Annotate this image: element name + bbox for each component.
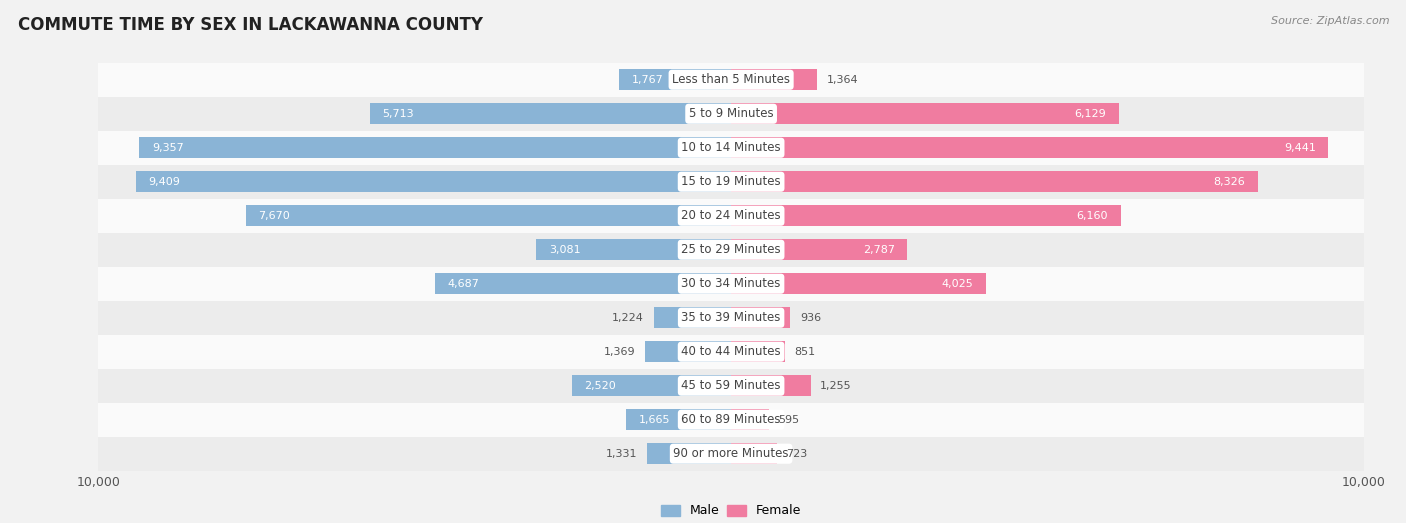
Text: 2,520: 2,520 xyxy=(585,381,616,391)
Bar xyxy=(98,199,1364,233)
Bar xyxy=(731,69,817,90)
Text: 90 or more Minutes: 90 or more Minutes xyxy=(673,447,789,460)
Bar xyxy=(647,443,731,464)
Bar xyxy=(731,239,907,260)
Bar xyxy=(370,103,731,124)
Bar xyxy=(731,137,1329,158)
Text: 936: 936 xyxy=(800,313,821,323)
Bar xyxy=(98,233,1364,267)
Bar xyxy=(731,103,1119,124)
Text: 4,025: 4,025 xyxy=(942,279,973,289)
Text: 5 to 9 Minutes: 5 to 9 Minutes xyxy=(689,107,773,120)
Bar xyxy=(98,403,1364,437)
Text: 30 to 34 Minutes: 30 to 34 Minutes xyxy=(682,277,780,290)
Bar xyxy=(246,205,731,226)
Text: 9,409: 9,409 xyxy=(149,177,180,187)
Text: 6,129: 6,129 xyxy=(1074,109,1107,119)
Text: 60 to 89 Minutes: 60 to 89 Minutes xyxy=(682,413,780,426)
Bar xyxy=(731,205,1121,226)
Bar xyxy=(536,239,731,260)
Bar xyxy=(731,409,769,430)
Text: Source: ZipAtlas.com: Source: ZipAtlas.com xyxy=(1271,16,1389,26)
Text: 595: 595 xyxy=(779,415,800,425)
Text: 9,441: 9,441 xyxy=(1284,143,1316,153)
Bar xyxy=(98,165,1364,199)
Bar xyxy=(644,341,731,362)
Text: 35 to 39 Minutes: 35 to 39 Minutes xyxy=(682,311,780,324)
Text: 6,160: 6,160 xyxy=(1077,211,1108,221)
Text: 9,357: 9,357 xyxy=(152,143,184,153)
Text: 7,670: 7,670 xyxy=(259,211,290,221)
Bar xyxy=(98,97,1364,131)
Text: 1,665: 1,665 xyxy=(638,415,669,425)
Bar xyxy=(98,437,1364,471)
Bar xyxy=(98,301,1364,335)
Bar xyxy=(98,335,1364,369)
Text: 5,713: 5,713 xyxy=(382,109,413,119)
Text: 10 to 14 Minutes: 10 to 14 Minutes xyxy=(682,141,780,154)
Text: 15 to 19 Minutes: 15 to 19 Minutes xyxy=(682,175,780,188)
Bar xyxy=(731,375,810,396)
Text: 2,787: 2,787 xyxy=(863,245,894,255)
Text: COMMUTE TIME BY SEX IN LACKAWANNA COUNTY: COMMUTE TIME BY SEX IN LACKAWANNA COUNTY xyxy=(18,16,484,33)
Text: 4,687: 4,687 xyxy=(447,279,479,289)
Text: 1,364: 1,364 xyxy=(827,75,859,85)
Bar xyxy=(654,307,731,328)
Text: 25 to 29 Minutes: 25 to 29 Minutes xyxy=(682,243,780,256)
Bar xyxy=(139,137,731,158)
Text: 8,326: 8,326 xyxy=(1213,177,1246,187)
Bar xyxy=(731,307,790,328)
Text: 723: 723 xyxy=(786,449,807,459)
Bar xyxy=(136,171,731,192)
Bar xyxy=(434,273,731,294)
Bar xyxy=(98,63,1364,97)
Bar xyxy=(731,171,1258,192)
Text: 3,081: 3,081 xyxy=(548,245,581,255)
Text: 1,767: 1,767 xyxy=(631,75,664,85)
Bar xyxy=(98,369,1364,403)
Bar xyxy=(731,273,986,294)
Text: 1,224: 1,224 xyxy=(612,313,644,323)
Bar xyxy=(619,69,731,90)
Text: 20 to 24 Minutes: 20 to 24 Minutes xyxy=(682,209,780,222)
Bar xyxy=(572,375,731,396)
Text: 1,369: 1,369 xyxy=(603,347,636,357)
Legend: Male, Female: Male, Female xyxy=(661,505,801,517)
Text: 40 to 44 Minutes: 40 to 44 Minutes xyxy=(682,345,780,358)
Text: 1,331: 1,331 xyxy=(606,449,637,459)
Bar xyxy=(98,131,1364,165)
Bar xyxy=(731,443,778,464)
Bar xyxy=(626,409,731,430)
Bar xyxy=(98,267,1364,301)
Text: 851: 851 xyxy=(794,347,815,357)
Text: 45 to 59 Minutes: 45 to 59 Minutes xyxy=(682,379,780,392)
Bar xyxy=(731,341,785,362)
Text: Less than 5 Minutes: Less than 5 Minutes xyxy=(672,73,790,86)
Text: 1,255: 1,255 xyxy=(820,381,852,391)
